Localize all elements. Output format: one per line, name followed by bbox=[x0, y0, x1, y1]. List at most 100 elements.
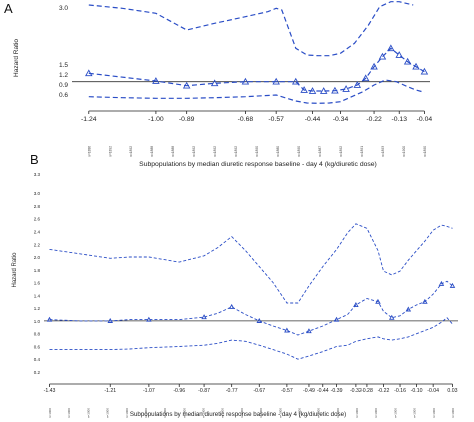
data-point-marker bbox=[375, 298, 381, 304]
x-tick-label: -0.57 bbox=[281, 388, 293, 394]
data-point-marker bbox=[85, 69, 93, 77]
data-point-marker bbox=[107, 317, 114, 323]
series-line-upper-ci bbox=[88, 1, 414, 57]
data-point-marker bbox=[256, 317, 263, 323]
data-point-marker bbox=[353, 302, 359, 307]
x-tick-label: -0.32 bbox=[350, 388, 362, 394]
data-point-marker bbox=[422, 298, 428, 304]
panel-b-series bbox=[46, 223, 456, 360]
y-tick-label: 1.2 bbox=[34, 306, 41, 311]
n-label: n=1892 bbox=[234, 146, 238, 157]
data-point-marker bbox=[353, 81, 362, 88]
n-label: n=1000 bbox=[202, 408, 206, 418]
n-label: n=1000 bbox=[432, 408, 436, 418]
n-label: n=1000 bbox=[336, 408, 340, 418]
n-label: n=1000 bbox=[393, 408, 397, 418]
data-point-marker bbox=[342, 85, 350, 92]
data-point-marker bbox=[412, 62, 420, 70]
data-point-marker bbox=[182, 81, 191, 89]
x-tick-label: -0.96 bbox=[173, 388, 185, 394]
n-label: n=1000 bbox=[182, 408, 186, 418]
data-point-marker bbox=[378, 52, 387, 60]
panel-b-title: Subpopulations by median diuretic respon… bbox=[139, 161, 377, 168]
y-tick-label: 3.0 bbox=[59, 5, 68, 12]
n-label: n=1892 bbox=[339, 146, 343, 157]
n-label: n=1000 bbox=[240, 408, 244, 418]
y-tick-label: 2.0 bbox=[34, 255, 41, 260]
n-label: n=1000 bbox=[48, 408, 52, 418]
data-point-marker bbox=[210, 79, 219, 87]
y-tick-label: 0.9 bbox=[59, 82, 68, 89]
panel-b-n-labels: n=1000 n=1000 n=1000 n=1000 n=1000 n=1000 n=10… bbox=[48, 408, 455, 418]
series-line-estimate bbox=[49, 280, 453, 336]
y-tick-label: 1.4 bbox=[34, 293, 41, 298]
x-tick-label: -0.13 bbox=[391, 116, 407, 123]
data-point-marker bbox=[370, 62, 378, 70]
x-tick-label: -0.34 bbox=[333, 116, 349, 123]
panel-b-chart: Subpopulations by median diuretic respon… bbox=[12, 161, 458, 418]
data-point-marker bbox=[405, 306, 412, 312]
n-label: n=1892 bbox=[108, 146, 112, 157]
x-tick-label: -0.39 bbox=[331, 388, 343, 394]
x-tick-label: -0.16 bbox=[394, 388, 406, 394]
x-tick-label: -0.28 bbox=[361, 388, 373, 394]
y-tick-label: 2.4 bbox=[34, 229, 41, 234]
n-label: n=1880 bbox=[276, 146, 280, 157]
data-point-marker bbox=[300, 86, 308, 93]
y-tick-label: 2.2 bbox=[34, 242, 41, 247]
panel-a-n-labels: n=1886 n=1892 n=1892 n=1888 n=1888 n=1892 n=18… bbox=[87, 146, 427, 157]
data-point-marker bbox=[403, 57, 412, 65]
x-tick-label: -0.77 bbox=[226, 388, 238, 394]
n-label: n=1893 bbox=[381, 146, 385, 157]
n-label: n=1000 bbox=[374, 408, 378, 418]
n-label: n=1890 bbox=[423, 146, 427, 157]
n-label: n=1888 bbox=[150, 146, 154, 157]
n-label: n=1000 bbox=[355, 408, 359, 418]
x-tick-label: -0.04 bbox=[427, 388, 439, 394]
n-label: n=1000 bbox=[67, 408, 71, 418]
data-point-marker bbox=[333, 316, 340, 322]
y-tick-label: 3.3 bbox=[34, 172, 41, 177]
x-tick-label: -0.04 bbox=[417, 116, 433, 123]
y-tick-label: 3.0 bbox=[34, 191, 41, 196]
y-tick-label: 1.6 bbox=[34, 281, 41, 286]
x-tick-label: -0.44 bbox=[317, 388, 329, 394]
data-point-marker bbox=[420, 67, 429, 75]
x-tick-label: -0.68 bbox=[238, 116, 254, 123]
x-tick-label: -0.22 bbox=[366, 116, 382, 123]
y-tick-label: 0.2 bbox=[34, 370, 41, 375]
y-tick-label: 0.8 bbox=[34, 332, 41, 337]
data-point-marker bbox=[201, 314, 207, 320]
n-label: n=1887 bbox=[318, 146, 322, 157]
panel-a-ylabel: Hazard Ratio bbox=[13, 39, 20, 77]
data-point-marker bbox=[395, 51, 403, 58]
n-label: n=1000 bbox=[317, 408, 321, 418]
x-tick-label: -1.00 bbox=[148, 116, 164, 123]
data-point-marker bbox=[331, 86, 339, 94]
n-label: n=1000 bbox=[106, 408, 110, 418]
data-point-marker bbox=[272, 77, 280, 85]
x-tick-label: -1.21 bbox=[104, 388, 116, 394]
n-label: n=1886 bbox=[87, 146, 91, 157]
n-label: n=1000 bbox=[86, 408, 90, 418]
data-point-marker bbox=[387, 44, 395, 52]
data-point-marker bbox=[449, 282, 456, 288]
x-tick-label: -1.07 bbox=[143, 388, 155, 394]
n-label: n=1000 bbox=[451, 408, 455, 418]
n-label: n=1892 bbox=[129, 146, 133, 157]
y-tick-label: 2.8 bbox=[34, 204, 41, 209]
y-tick-label: 1.2 bbox=[59, 72, 68, 79]
y-tick-label: 1.0 bbox=[34, 319, 41, 324]
x-tick-label: -0.22 bbox=[378, 388, 390, 394]
x-tick-label: -0.49 bbox=[303, 388, 315, 394]
n-label: n=1888 bbox=[171, 146, 175, 157]
series-line-lower-ci bbox=[88, 79, 425, 104]
data-point-marker bbox=[46, 316, 53, 322]
n-label: n=1000 bbox=[221, 408, 225, 418]
data-point-marker bbox=[152, 77, 160, 84]
data-point-marker bbox=[319, 87, 328, 94]
n-label: n=1000 bbox=[163, 408, 167, 418]
n-label: n=1000 bbox=[144, 408, 148, 418]
data-point-marker bbox=[308, 87, 317, 94]
y-tick-label: 1.8 bbox=[34, 268, 41, 273]
